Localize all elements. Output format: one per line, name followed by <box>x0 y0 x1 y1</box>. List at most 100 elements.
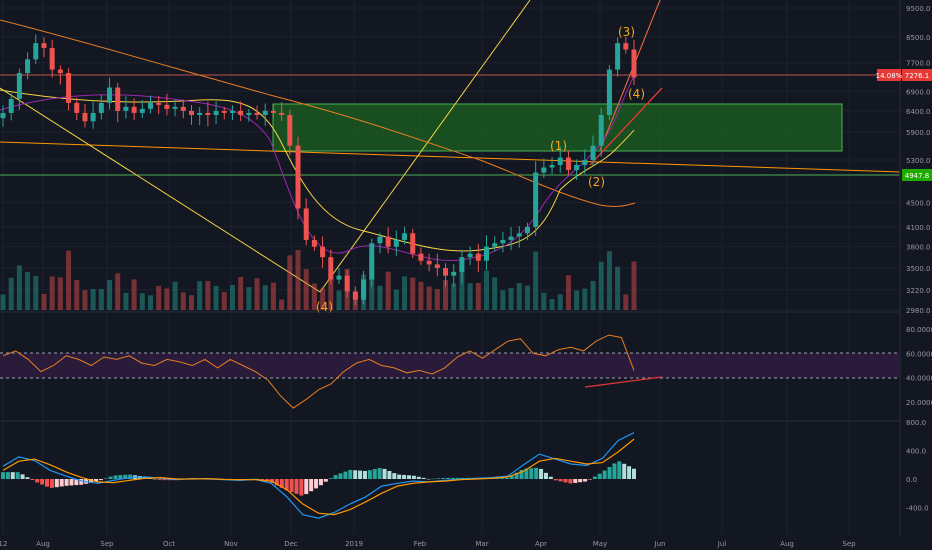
candle-body[interactable] <box>623 43 629 50</box>
candle-body[interactable] <box>156 102 162 105</box>
candle-body[interactable] <box>107 87 113 103</box>
candle-body[interactable] <box>82 112 88 122</box>
candle-body[interactable] <box>221 110 227 113</box>
candle-body[interactable] <box>336 275 342 280</box>
macd-panel[interactable] <box>1 432 636 519</box>
candle-body[interactable] <box>434 264 440 269</box>
candle-body[interactable] <box>443 268 449 276</box>
candle-body[interactable] <box>590 145 596 161</box>
candle-body[interactable] <box>188 110 194 115</box>
candlesticks[interactable] <box>0 34 637 305</box>
candle-body[interactable] <box>57 69 63 74</box>
candle-body[interactable] <box>615 43 621 70</box>
time-tick-label: May <box>593 540 607 548</box>
candle-body[interactable] <box>377 236 383 244</box>
candle-body[interactable] <box>287 114 293 146</box>
candle-body[interactable] <box>270 110 276 113</box>
candle-body[interactable] <box>131 106 137 113</box>
candle-body[interactable] <box>172 106 178 109</box>
candle-body[interactable] <box>606 69 612 115</box>
price-tick-label: 3220.0 <box>906 287 931 295</box>
candle-body[interactable] <box>483 246 489 261</box>
candle-body[interactable] <box>361 279 367 300</box>
candle-body[interactable] <box>25 59 31 74</box>
candle-body[interactable] <box>582 160 588 165</box>
candle-body[interactable] <box>467 253 473 258</box>
candle-body[interactable] <box>418 253 424 261</box>
candle-body[interactable] <box>352 291 358 300</box>
candle-body[interactable] <box>393 239 399 247</box>
rsi-tick-label: 20.0000 <box>906 399 932 407</box>
candle-body[interactable] <box>164 104 170 109</box>
candle-body[interactable] <box>205 112 211 115</box>
macd-histogram-bar <box>382 468 387 479</box>
price-panel[interactable]: (1) (2) (3) (4) (4) <box>0 0 901 314</box>
candle-body[interactable] <box>295 145 301 209</box>
rsi-panel[interactable] <box>0 334 900 409</box>
candle-body[interactable] <box>213 110 219 115</box>
candle-body[interactable] <box>385 236 391 247</box>
candle-body[interactable] <box>500 239 506 244</box>
candle-body[interactable] <box>139 108 145 113</box>
candle-body[interactable] <box>303 208 309 240</box>
candle-body[interactable] <box>328 257 334 280</box>
candle-body[interactable] <box>508 236 514 240</box>
volume-bar <box>410 277 416 310</box>
candle-body[interactable] <box>246 112 252 115</box>
candle-body[interactable] <box>574 164 580 171</box>
candle-body[interactable] <box>123 106 129 111</box>
candle-body[interactable] <box>98 102 104 113</box>
candle-body[interactable] <box>41 43 47 48</box>
candle-body[interactable] <box>90 112 96 122</box>
candle-body[interactable] <box>311 239 317 247</box>
candle-body[interactable] <box>631 49 637 78</box>
candle-body[interactable] <box>475 253 481 261</box>
volume-bar <box>139 293 145 310</box>
candle-body[interactable] <box>451 271 457 276</box>
candle-body[interactable] <box>262 110 268 115</box>
candle-body[interactable] <box>533 172 539 227</box>
candle-body[interactable] <box>549 164 555 168</box>
rsi-trendline[interactable] <box>584 376 663 388</box>
candle-body[interactable] <box>254 112 260 115</box>
candle-body[interactable] <box>459 257 465 272</box>
candle-body[interactable] <box>426 260 432 265</box>
support-trendline[interactable] <box>589 87 663 166</box>
candle-body[interactable] <box>524 226 530 234</box>
candle-body[interactable] <box>279 112 285 115</box>
candle-body[interactable] <box>0 112 6 119</box>
candle-body[interactable] <box>197 112 203 115</box>
candle-body[interactable] <box>66 73 72 103</box>
candle-body[interactable] <box>492 243 498 247</box>
candle-body[interactable] <box>541 167 547 173</box>
candle-body[interactable] <box>410 233 416 254</box>
candle-body[interactable] <box>369 243 375 280</box>
candle-body[interactable] <box>598 114 604 146</box>
channel-line-up[interactable] <box>319 0 531 293</box>
candle-body[interactable] <box>344 275 350 292</box>
resistance-zone-box[interactable] <box>272 103 843 152</box>
steep-trendline[interactable] <box>599 0 661 151</box>
candle-body[interactable] <box>16 73 22 99</box>
candle-body[interactable] <box>565 157 571 171</box>
candle-body[interactable] <box>49 47 55 70</box>
macd-histogram-bar <box>20 474 25 479</box>
candle-body[interactable] <box>320 246 326 258</box>
volume-bar <box>254 278 260 310</box>
candle-body[interactable] <box>516 233 522 237</box>
descending-trendline[interactable] <box>0 141 901 173</box>
candle-body[interactable] <box>8 98 14 113</box>
candle-body[interactable] <box>402 233 408 240</box>
candle-body[interactable] <box>557 157 563 165</box>
candle-body[interactable] <box>148 102 154 109</box>
candle-body[interactable] <box>180 106 186 111</box>
candle-body[interactable] <box>238 110 244 115</box>
candle-body[interactable] <box>74 102 80 113</box>
candle-body[interactable] <box>115 87 121 111</box>
macd-histogram-bar <box>392 473 397 479</box>
macd-histogram-bar <box>583 479 588 482</box>
channel-line-down[interactable] <box>0 87 321 293</box>
candle-body[interactable] <box>229 110 235 113</box>
candle-body[interactable] <box>33 43 39 60</box>
